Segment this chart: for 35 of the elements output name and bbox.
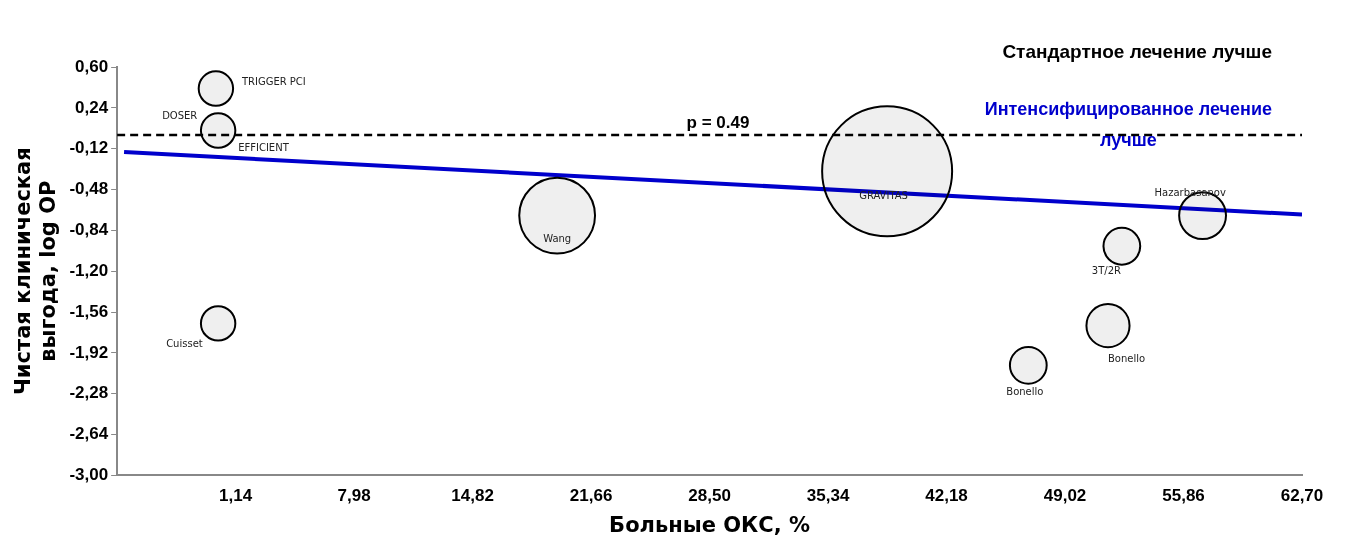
y-tick-label: -0,84 [69, 220, 109, 240]
y-tick-label: -1,56 [69, 301, 109, 321]
annotation: p = 0.49 [686, 113, 750, 132]
y-axis-title: Чистая клиническая выгода, log OP [11, 147, 61, 396]
x-tick-label: 14,82 [451, 486, 494, 506]
y-tick-label: -1,20 [69, 260, 109, 280]
annotation: 3T/2R [1091, 265, 1122, 277]
y-tick-label: -1,92 [69, 342, 109, 362]
y-tick-label: 0,60 [75, 56, 109, 76]
x-tick-label: 35,34 [806, 486, 850, 506]
y-tick-label: -2,28 [69, 383, 109, 403]
annotation: Wang [543, 232, 572, 244]
annotation: Интенсифицированное лечение лучше [984, 99, 1272, 150]
text: Стандартное лечение лучше [1002, 41, 1272, 62]
x-tick-label: 42,18 [925, 486, 968, 506]
annotation: EFFICIENT [238, 141, 290, 153]
annotation: Bonello [1006, 386, 1044, 398]
x-tick-label: 55,86 [1162, 486, 1205, 506]
annotation: Cuisset [166, 338, 203, 350]
x-tick-label: 7,98 [337, 486, 371, 506]
y-tick-label: -3,00 [69, 465, 109, 485]
x-tick-label: 49,02 [1043, 486, 1087, 506]
annotation: Hazarbasanov [1154, 186, 1226, 198]
annotation: Bonello [1107, 352, 1146, 364]
x-tick-label: 62,70 [1280, 486, 1324, 506]
annotation: DOSER [162, 109, 198, 121]
x-tick-label: 28,50 [688, 486, 731, 506]
y-tick-label: -0,12 [69, 138, 109, 158]
y-tick-label: -0,48 [69, 179, 109, 199]
y-tick-label: 0,24 [75, 97, 109, 117]
x-axis-title: Больные ОКС, % [609, 512, 811, 537]
y-tick-label: -2,64 [69, 424, 109, 444]
x-tick-label: 1,14 [219, 486, 253, 506]
x-tick-label: 21,66 [569, 486, 613, 506]
annotation: TRIGGER PCI [240, 75, 306, 87]
